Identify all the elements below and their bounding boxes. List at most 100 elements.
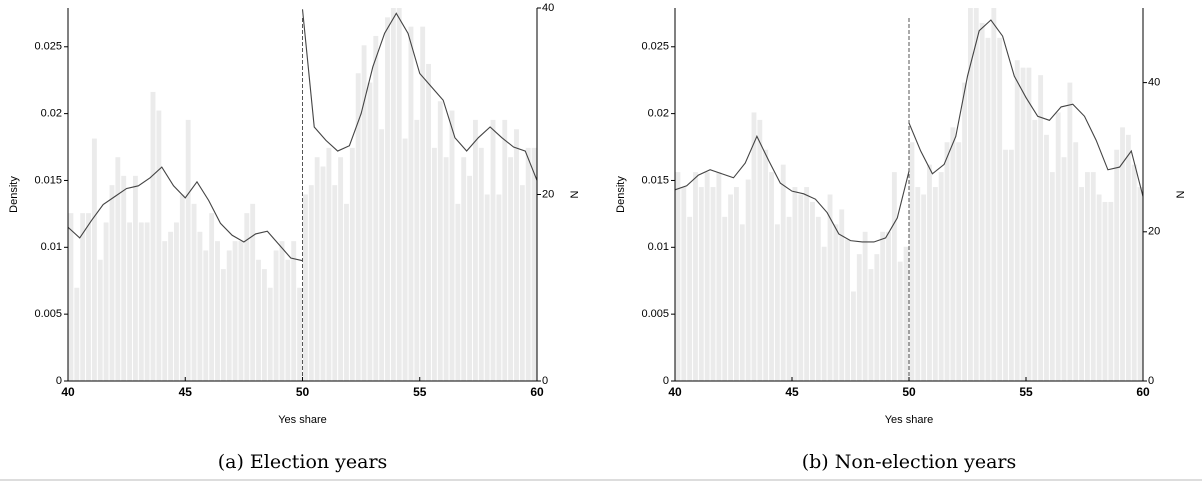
histogram-bar [150, 91, 156, 382]
histogram-bar [162, 241, 168, 381]
histogram-bar [944, 142, 950, 381]
histogram-bar [698, 187, 704, 381]
histogram-bar [273, 250, 279, 381]
histogram-bar [502, 119, 508, 382]
histogram-bar [839, 209, 845, 381]
histogram-bar [179, 194, 185, 381]
histogram-bar [687, 216, 693, 381]
histogram-bar [1090, 172, 1096, 381]
histogram-bar [185, 119, 191, 382]
histogram-bar [408, 26, 414, 382]
histogram-bar [909, 142, 915, 381]
y-tick-label: 0 [663, 375, 669, 387]
histogram-bar [751, 112, 757, 381]
x-tick-label: 60 [1136, 385, 1150, 399]
histogram-bar [798, 194, 804, 381]
histogram-bar [426, 63, 431, 381]
histogram-bar [103, 222, 109, 381]
histogram-bar [745, 179, 751, 381]
histogram-bar [851, 291, 856, 381]
x-axis-label: Yes share [885, 414, 934, 426]
histogram-bar [804, 187, 810, 381]
histogram-bar [455, 203, 461, 381]
histogram-bar [420, 26, 426, 382]
histogram-bar [845, 239, 850, 381]
y-tick-label: 0.01 [41, 241, 62, 253]
x-tick-label: 50 [296, 385, 310, 399]
histogram-bar [443, 157, 449, 381]
histogram-bar [467, 175, 473, 381]
histogram-bar [938, 172, 944, 381]
histogram-bar [886, 231, 891, 381]
histogram-bar [1038, 75, 1044, 381]
histogram-bar [132, 175, 138, 381]
histogram-bar [121, 175, 127, 381]
histogram-bar [209, 213, 215, 381]
histogram-bar [174, 222, 179, 381]
histogram-bar [1131, 164, 1137, 381]
histogram-bar [856, 254, 862, 381]
histogram-bar [449, 110, 455, 381]
histogram-bar [338, 157, 344, 381]
y-tick-label: 0 [56, 375, 62, 387]
histogram-bar [792, 187, 798, 381]
histogram-bar [144, 222, 150, 381]
y-tick-label: 0.015 [641, 174, 669, 186]
density-line [67, 9, 538, 262]
x-tick-label: 45 [179, 385, 193, 399]
histogram-bar [431, 147, 437, 381]
histogram-bar [326, 147, 332, 381]
histogram-bar [197, 231, 203, 381]
y2-tick-label: 0 [1148, 375, 1154, 387]
y2-tick-label: 20 [542, 188, 554, 200]
histogram-bar [1079, 187, 1084, 381]
histogram-bar [344, 203, 349, 381]
histogram-bar [874, 254, 880, 381]
histogram-bar [308, 185, 314, 381]
x-tick-label: 55 [413, 385, 427, 399]
histogram-bar [810, 201, 815, 381]
histogram-bar [1003, 149, 1008, 381]
histogram-bar [291, 241, 297, 381]
histogram-bar [519, 185, 525, 381]
histogram-bar [769, 172, 774, 381]
histogram-bar [349, 147, 355, 381]
histogram-bar [355, 73, 361, 382]
histogram-bar [915, 187, 921, 381]
histogram-bar [250, 203, 256, 381]
histogram-bar [279, 241, 285, 381]
histogram-bar [473, 119, 478, 382]
histogram-bar [226, 250, 232, 381]
histogram-bar [531, 147, 537, 381]
y2-tick-label: 0 [542, 375, 548, 387]
histogram-bar [86, 213, 91, 381]
y-tick-label: 0.015 [34, 174, 62, 186]
histogram-bar [757, 119, 763, 382]
histogram-bar [1049, 172, 1055, 381]
histogram-bar [704, 172, 710, 381]
histogram-bar [1125, 134, 1131, 381]
histogram-bar [763, 149, 769, 381]
histogram-bar [238, 241, 244, 381]
histogram-bar [973, 8, 979, 381]
histogram-bar [267, 287, 273, 381]
x-axis-label: Yes share [278, 414, 327, 426]
histogram-bar [722, 216, 728, 381]
y2-tick-label: 40 [1148, 77, 1160, 89]
histogram-bar [514, 129, 519, 381]
y-axis-label: Density [615, 176, 627, 213]
histogram-bar [91, 138, 97, 381]
histogram-bar [109, 185, 115, 381]
histogram-bar [402, 138, 408, 381]
y-tick-label: 0.02 [648, 108, 669, 120]
histogram-bar [68, 213, 74, 381]
histogram-bar [314, 157, 320, 381]
histogram-bar [921, 194, 927, 381]
histogram-bar [1137, 187, 1143, 381]
histogram-bar [815, 216, 821, 381]
histogram-bar [414, 119, 420, 382]
y-tick-label: 0.005 [34, 308, 62, 320]
histogram-bar [461, 157, 467, 381]
histogram-bar [1102, 201, 1108, 381]
